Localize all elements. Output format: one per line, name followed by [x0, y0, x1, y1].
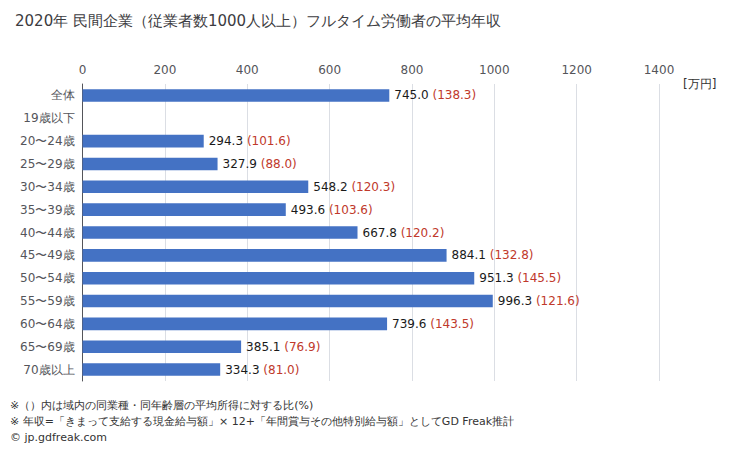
svg-text:739.6: 739.6: [392, 317, 426, 331]
svg-text:385.1: 385.1: [246, 340, 280, 354]
svg-text:294.3: 294.3: [209, 134, 243, 148]
svg-text:1000: 1000: [479, 63, 510, 77]
svg-text:50〜54歳: 50〜54歳: [20, 271, 75, 285]
svg-text:(145.5): (145.5): [517, 271, 561, 285]
svg-text:(103.6): (103.6): [329, 203, 373, 217]
svg-text:(101.6): (101.6): [247, 134, 291, 148]
svg-text:65〜69歳: 65〜69歳: [20, 340, 75, 354]
svg-text:(138.3): (138.3): [432, 88, 476, 102]
svg-text:(88.0): (88.0): [261, 157, 297, 171]
svg-text:全体: 全体: [51, 88, 75, 102]
svg-text:※（）内は域内の同業種・同年齢層の平均所得に対する比(%): ※（）内は域内の同業種・同年齢層の平均所得に対する比(%): [10, 399, 313, 412]
svg-text:400: 400: [236, 63, 259, 77]
svg-text:1200: 1200: [561, 63, 592, 77]
svg-text:548.2: 548.2: [313, 180, 347, 194]
svg-text:493.6: 493.6: [291, 203, 325, 217]
svg-text:0: 0: [79, 63, 87, 77]
svg-text:55〜59歳: 55〜59歳: [20, 294, 75, 308]
svg-text:667.8: 667.8: [363, 226, 397, 240]
svg-text:(132.8): (132.8): [490, 248, 534, 262]
svg-text:884.1: 884.1: [452, 248, 486, 262]
svg-text:996.3: 996.3: [498, 294, 532, 308]
svg-text:[万円]: [万円]: [683, 77, 716, 91]
svg-text:30〜34歳: 30〜34歳: [20, 180, 75, 194]
svg-text:40〜44歳: 40〜44歳: [20, 226, 75, 240]
svg-text:© jp.gdfreak.com: © jp.gdfreak.com: [10, 431, 107, 444]
svg-text:600: 600: [318, 63, 341, 77]
svg-text:327.9: 327.9: [223, 157, 257, 171]
svg-text:(76.9): (76.9): [284, 340, 320, 354]
svg-text:334.3: 334.3: [225, 363, 259, 377]
svg-text:745.0: 745.0: [394, 88, 428, 102]
svg-text:25〜29歳: 25〜29歳: [20, 157, 75, 171]
svg-text:(81.0): (81.0): [263, 363, 299, 377]
svg-text:70歳以上: 70歳以上: [23, 363, 74, 377]
svg-text:20〜24歳: 20〜24歳: [20, 134, 75, 148]
svg-text:35〜39歳: 35〜39歳: [20, 203, 75, 217]
svg-text:※ 年収=「きまって支給する現金給与額」× 12+「年間賞与: ※ 年収=「きまって支給する現金給与額」× 12+「年間賞与その他特別給与額」と…: [10, 415, 514, 428]
svg-text:200: 200: [153, 63, 176, 77]
svg-text:(120.2): (120.2): [401, 226, 445, 240]
svg-text:19歳以下: 19歳以下: [23, 111, 74, 125]
svg-text:(143.5): (143.5): [430, 317, 474, 331]
svg-text:45〜49歳: 45〜49歳: [20, 248, 75, 262]
svg-text:1400: 1400: [644, 63, 675, 77]
svg-text:60〜64歳: 60〜64歳: [20, 317, 75, 331]
svg-text:951.3: 951.3: [479, 271, 513, 285]
svg-text:(120.3): (120.3): [351, 180, 395, 194]
svg-text:800: 800: [400, 63, 423, 77]
svg-text:(121.6): (121.6): [536, 294, 580, 308]
svg-text:2020年 民間企業（従業者数1000人以上）フルタイム労働: 2020年 民間企業（従業者数1000人以上）フルタイム労働者の平均年収: [15, 12, 501, 30]
